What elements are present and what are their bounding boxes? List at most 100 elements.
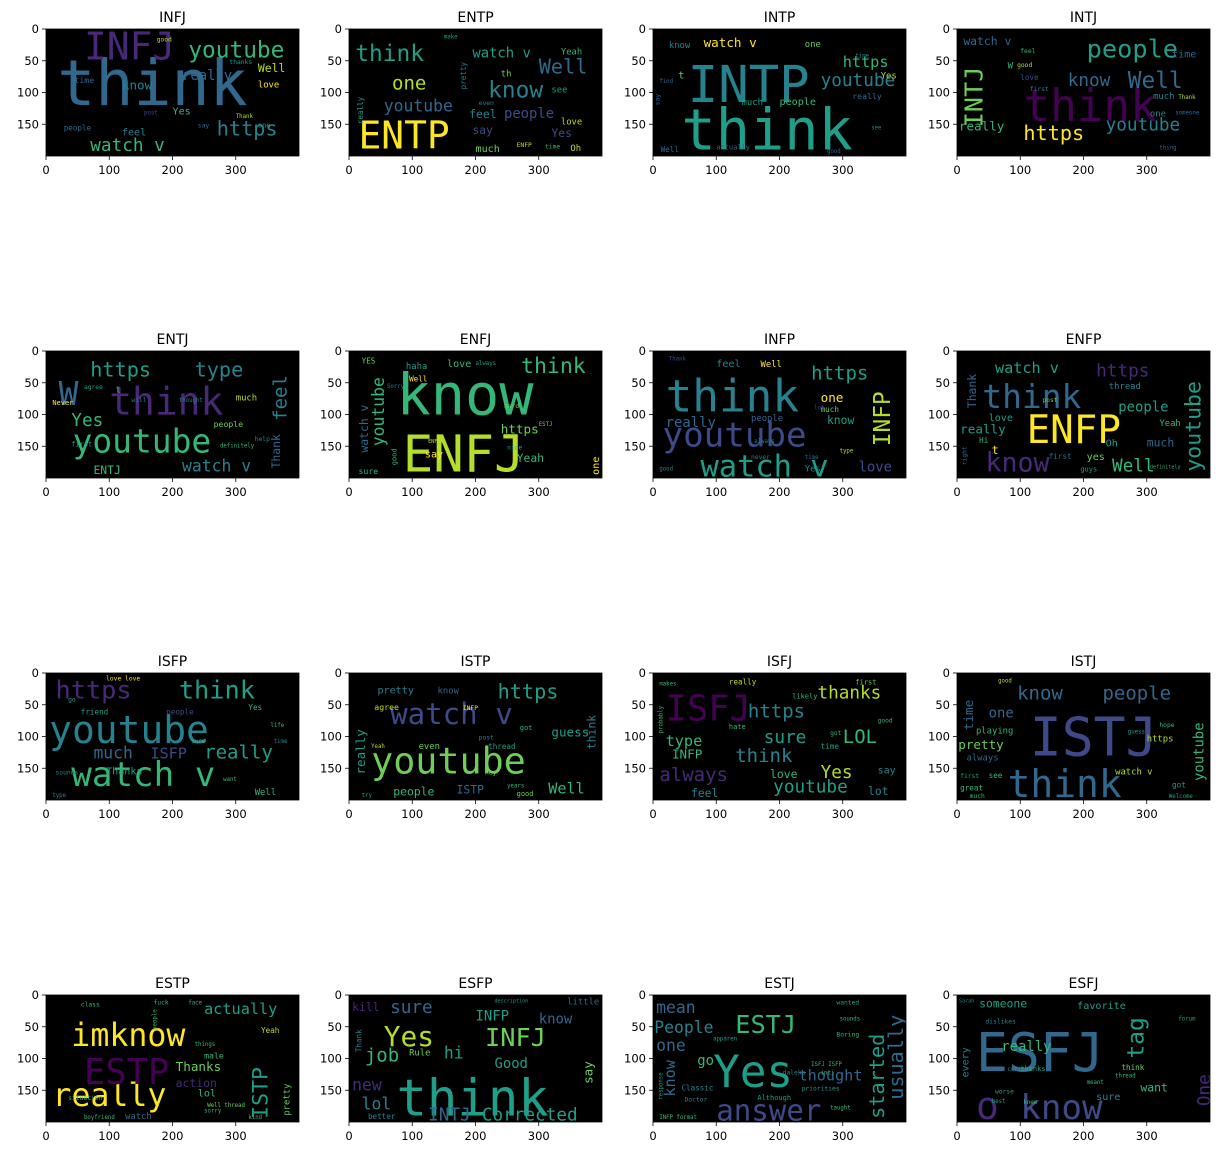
wordcloud-words: think people INTJ Well youtube https know reall… [959,34,1200,152]
panel-title: ENFP [1066,332,1102,348]
panel-title: ENFJ [460,332,492,348]
wordcloud-background [653,673,906,800]
axes-frame [348,994,603,1123]
x-tick-label: 100 [98,485,120,499]
cloud-word: watch v [995,359,1059,377]
cloud-word: Yes [71,411,103,431]
cloud-word: got [830,730,842,737]
cloud-word: playing [976,726,1013,736]
cloud-word: Well [548,780,585,798]
axes-frame [348,350,603,479]
cloud-word: much [236,394,257,404]
y-tick-label: 0 [943,344,950,358]
y-tick-label: 50 [935,698,950,712]
cloud-word: people [153,1009,159,1030]
x-tick-label: 200 [465,163,487,177]
cloud-word: W [1008,61,1014,71]
cloud-word: watch v [71,755,215,795]
cloud-word: one [1150,110,1166,120]
cloud-word: favorite [1077,1001,1126,1012]
x-tick-label: 100 [401,163,423,177]
cloud-word: know [985,448,1050,479]
cloud-word: think [179,675,255,704]
cloud-word: thanks [1020,1065,1045,1073]
cloud-word: think [681,98,852,164]
cloud-word: dislikes [985,1019,1016,1026]
cloud-word: t [678,71,684,82]
y-tick-label: 100 [320,408,342,422]
cloud-word: good [878,718,893,725]
y-tick-label: 150 [928,117,950,131]
cloud-word: much [970,793,985,800]
panel-title: ESTP [155,976,190,992]
cloud-word: think [666,371,799,422]
cloud-word: likely [792,692,817,700]
cloud-word: know [827,413,855,427]
cloud-word: agree [84,384,103,391]
cloud-word: INTP [688,55,810,114]
cloud-word: want [223,777,237,783]
wordcloud-background [653,351,906,478]
cloud-word: thanks [229,59,252,66]
cloud-word: hope [1159,722,1174,729]
cloud-word: action [176,1076,217,1090]
cloud-word: ISTP [248,1067,273,1119]
cloud-word: apparen [713,1037,737,1043]
x-tick-label: 0 [953,1129,960,1143]
y-tick-label: 100 [17,86,39,100]
cloud-word: definitely [220,444,255,450]
cloud-word: know [488,78,543,104]
cloud-word: Well [661,145,679,154]
cloud-word: people [1102,683,1171,705]
cloud-word: love [447,359,471,370]
cloud-word: thread [1109,382,1141,392]
cloud-word: first [855,678,876,686]
cloud-word: Thank [1178,95,1196,101]
cloud-word: know [396,363,534,429]
cloud-word: https [501,422,539,437]
cloud-word: Yes [173,107,191,118]
cloud-word: one [989,705,1014,721]
cloud-word: LOL [843,726,877,748]
cloud-word: think [1121,1063,1144,1072]
cloud-word: Yeah [517,451,544,465]
y-tick-label: 150 [17,1083,39,1097]
x-tick-label: 0 [42,485,49,499]
panel-title: ESFJ [1069,976,1099,992]
cloud-word: INFP format [659,1115,697,1121]
cloud-word: male [204,1051,224,1061]
cloud-word: know [661,1059,679,1096]
cloud-word: much [1153,92,1174,102]
cloud-word: Well [258,61,285,75]
axes-frame [956,28,1211,157]
cloud-word: usually [884,1015,908,1100]
cloud-word: think [521,354,586,379]
cloud-word: Well [761,360,782,370]
y-tick-label: 150 [928,761,950,775]
cloud-word: ISFJ ISFP [811,1062,842,1068]
x-tick-label: 300 [528,807,550,821]
y-tick-label: 150 [320,1083,342,1097]
cloud-word: Hi [979,436,989,445]
cloud-word: people [780,97,816,108]
cloud-word: https [811,363,868,385]
cloud-word: Well [1128,68,1183,94]
y-tick-label: 0 [639,666,646,680]
x-tick-label: 300 [225,485,247,499]
x-tick-label: 200 [162,807,184,821]
cloud-word: someone [1175,111,1200,117]
cloud-word: know [539,1012,573,1028]
axes-frame [956,994,1211,1123]
cloud-word: mean [656,998,695,1017]
y-tick-label: 50 [24,376,39,390]
cloud-word: make [444,35,458,41]
cloud-word: sure [764,728,807,748]
y-tick-label: 100 [320,86,342,100]
cloud-word: time [821,742,840,751]
